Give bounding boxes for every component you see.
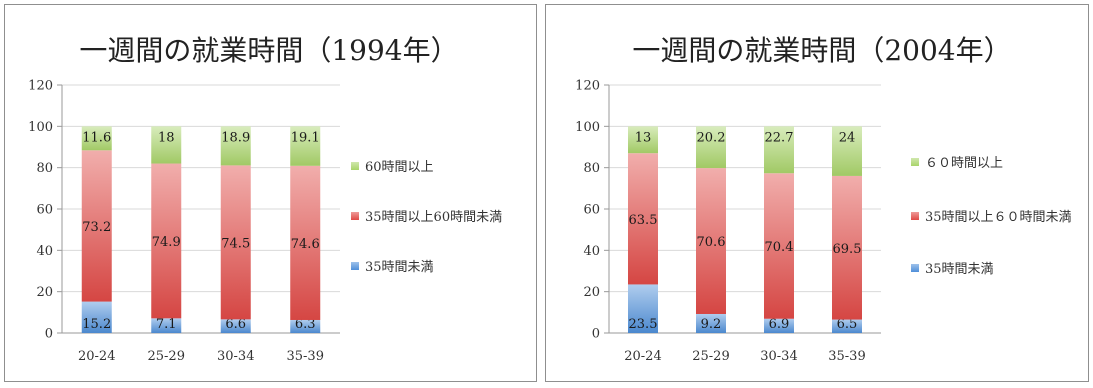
x-tick-label: 35-39: [287, 349, 324, 364]
data-label: 18: [158, 130, 175, 145]
bar-segment: [696, 126, 726, 169]
legend-label: 35時間以上６０時間未満: [925, 210, 1072, 225]
x-tick-label: 25-29: [148, 349, 185, 364]
bar-segment: [628, 153, 658, 285]
bar-segment: [696, 313, 726, 333]
bar-segment: [81, 301, 112, 333]
x-tick-label: 30-34: [217, 349, 254, 364]
chart-2004-svg: 一週間の就業時間（2004年） 0 20 40 60 80 100 120 23.5 63.5 13…: [575, 34, 1072, 364]
data-label: 9.2: [701, 317, 722, 332]
bar-segment: [764, 173, 794, 319]
data-label: 6.5: [837, 317, 858, 332]
bar-segment: [696, 168, 726, 314]
y-tick-label: 20: [583, 285, 600, 300]
y-tick-label: 80: [583, 161, 600, 176]
chart-title: 一週間の就業時間（2004年）: [632, 34, 1011, 67]
legend-swatch: [351, 162, 359, 170]
data-label: 70.4: [765, 240, 794, 255]
bar-segment: [764, 318, 794, 333]
legend-label: 60時間以上: [365, 160, 434, 175]
y-tick-label: 0: [45, 327, 53, 342]
y-tick-label: 20: [36, 285, 53, 300]
data-label: 69.5: [833, 242, 862, 257]
data-label: 63.5: [629, 213, 658, 228]
legend-label: 35時間以上60時間未満: [365, 210, 502, 225]
x-tick-label: 25-29: [692, 349, 729, 364]
data-label: 20.2: [697, 130, 726, 145]
bar-segment: [151, 163, 182, 319]
legend-swatch: [911, 158, 919, 166]
x-tick-label: 35-39: [828, 349, 865, 364]
data-label: 6.9: [769, 317, 790, 332]
data-label: 24: [839, 130, 856, 145]
bar-segment: [290, 165, 321, 320]
legend-label: 35時間未満: [925, 262, 994, 277]
bar-segment: [220, 165, 251, 320]
y-tick-label: 40: [36, 244, 53, 259]
legend-swatch: [351, 212, 359, 220]
bar-segment: [764, 126, 794, 174]
bar-segment: [832, 319, 862, 333]
data-label: 11.6: [82, 130, 111, 145]
x-tick-label: 20-24: [624, 349, 661, 364]
data-label: 74.5: [221, 236, 250, 251]
legend-label-line: 35時間以上６０時間未満: [925, 210, 1072, 225]
bar-segment: [81, 126, 112, 151]
y-tick-label: 40: [583, 244, 600, 259]
data-label: 74.9: [152, 235, 181, 250]
x-tick-label: 30-34: [760, 349, 797, 364]
y-tick-label: 60: [36, 203, 53, 218]
data-label: 15.2: [82, 317, 111, 332]
y-tick-label: 120: [28, 79, 53, 94]
chart-panel-2004: 一週間の就業時間（2004年） 0 20 40 60 80 100 120 23.5 63.5 13…: [545, 4, 1089, 382]
bar-segment: [81, 150, 112, 302]
y-tick-label: 0: [592, 327, 600, 342]
legend-label: 35時間未満: [365, 260, 434, 275]
bar-segment: [220, 319, 251, 333]
bar-segment: [628, 126, 658, 154]
legend-swatch: [911, 264, 919, 272]
bar-segment: [151, 318, 182, 333]
data-label: 73.2: [82, 220, 111, 235]
y-tick-label: 100: [575, 120, 600, 135]
chart-title: 一週間の就業時間（1994年）: [79, 34, 458, 67]
bar-segment: [290, 126, 321, 166]
y-tick-label: 120: [575, 79, 600, 94]
data-label: 19.1: [291, 130, 320, 145]
x-tick-label: 20-24: [78, 349, 115, 364]
data-label: 7.1: [156, 317, 177, 332]
data-label: 18.9: [221, 130, 250, 145]
bar-segment: [832, 175, 862, 320]
data-label: 70.6: [697, 235, 726, 250]
data-label: 6.3: [295, 317, 316, 332]
data-label: 74.6: [291, 237, 320, 252]
legend-swatch: [911, 212, 919, 220]
bar-segment: [290, 319, 321, 333]
legend-label: ６０時間以上: [925, 156, 1003, 171]
bar-segment: [220, 126, 251, 166]
legend-label-line: 35時間以上60時間未満: [365, 210, 502, 225]
chart-panel-1994: 一週間の就業時間（1994年） 0 20 40 60 80 100 120 15.2 73.2 11…: [4, 4, 537, 382]
legend-swatch: [351, 262, 359, 270]
y-tick-label: 80: [36, 161, 53, 176]
data-label: 22.7: [765, 130, 794, 145]
data-label: 6.6: [225, 317, 246, 332]
data-label: 23.5: [629, 317, 658, 332]
y-tick-label: 100: [28, 120, 53, 135]
bar-segment: [151, 126, 182, 164]
y-tick-label: 60: [583, 203, 600, 218]
bar-segment: [628, 284, 658, 333]
chart-1994-svg: 一週間の就業時間（1994年） 0 20 40 60 80 100 120 15.2 73.2 11…: [28, 34, 502, 364]
bar-segment: [832, 126, 862, 176]
data-label: 13: [635, 130, 652, 145]
